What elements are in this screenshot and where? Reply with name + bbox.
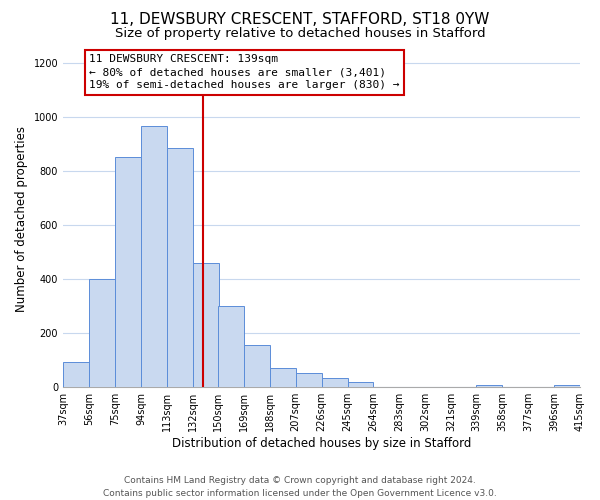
- Bar: [322, 378, 347, 387]
- Bar: [554, 385, 580, 387]
- Bar: [115, 156, 141, 387]
- Bar: [244, 344, 269, 387]
- Y-axis label: Number of detached properties: Number of detached properties: [15, 126, 28, 312]
- Bar: [218, 306, 244, 387]
- Bar: [347, 382, 373, 387]
- Bar: [193, 263, 219, 387]
- Text: 11, DEWSBURY CRESCENT, STAFFORD, ST18 0YW: 11, DEWSBURY CRESCENT, STAFFORD, ST18 0Y…: [110, 12, 490, 28]
- Text: Size of property relative to detached houses in Stafford: Size of property relative to detached ho…: [115, 28, 485, 40]
- Bar: [476, 384, 502, 387]
- Bar: [296, 373, 322, 387]
- X-axis label: Distribution of detached houses by size in Stafford: Distribution of detached houses by size …: [172, 437, 471, 450]
- Text: Contains HM Land Registry data © Crown copyright and database right 2024.
Contai: Contains HM Land Registry data © Crown c…: [103, 476, 497, 498]
- Bar: [141, 126, 167, 387]
- Bar: [89, 280, 115, 387]
- Bar: [167, 148, 193, 387]
- Text: 11 DEWSBURY CRESCENT: 139sqm
← 80% of detached houses are smaller (3,401)
19% of: 11 DEWSBURY CRESCENT: 139sqm ← 80% of de…: [89, 54, 400, 90]
- Bar: [63, 362, 89, 387]
- Bar: [269, 368, 296, 387]
